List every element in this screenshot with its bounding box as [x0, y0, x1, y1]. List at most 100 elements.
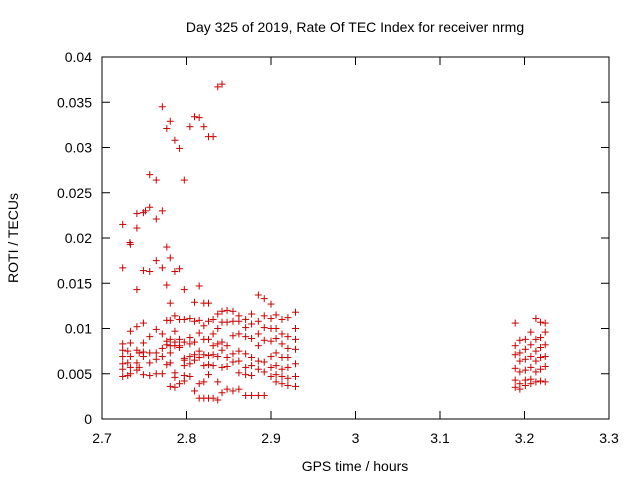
data-point: [541, 378, 549, 386]
data-point: [195, 114, 203, 122]
data-point: [135, 349, 143, 357]
data-point: [284, 353, 292, 361]
data-point: [278, 380, 286, 388]
data-point: [254, 317, 262, 325]
data-point: [119, 365, 127, 373]
data-point: [180, 338, 188, 346]
data-point: [195, 347, 203, 355]
data-point: [278, 330, 286, 338]
data-point: [204, 299, 212, 307]
data-point: [204, 335, 212, 343]
data-point: [223, 385, 231, 393]
data-point: [119, 346, 127, 354]
data-point: [267, 363, 275, 371]
data-point: [142, 207, 150, 215]
y-tick-label: 0.04: [65, 49, 92, 65]
x-tick-label: 3.2: [515, 430, 535, 446]
data-point: [209, 394, 217, 402]
data-point: [229, 307, 237, 315]
data-point: [272, 334, 280, 342]
data-point: [511, 376, 519, 384]
data-point: [200, 362, 208, 370]
data-point: [204, 371, 212, 379]
data-point: [541, 328, 549, 336]
data-point: [242, 324, 250, 332]
data-point: [195, 282, 203, 290]
data-point: [511, 383, 519, 391]
data-point: [119, 340, 127, 348]
data-point: [139, 353, 147, 361]
x-tick-label: 3.3: [599, 430, 619, 446]
data-point: [527, 341, 535, 349]
data-point: [191, 387, 199, 395]
data-point: [254, 342, 262, 350]
data-point: [214, 396, 222, 404]
data-point: [248, 334, 256, 342]
data-point: [133, 286, 141, 294]
data-point: [119, 353, 127, 361]
y-tick-label: 0.025: [57, 185, 92, 201]
data-point: [218, 363, 226, 371]
data-point: [191, 338, 199, 346]
data-point: [267, 353, 275, 361]
data-point: [209, 362, 217, 370]
data-point: [527, 353, 535, 361]
data-point: [260, 368, 268, 376]
data-point: [537, 377, 545, 385]
axis-ticks: 2.7 2.8 2.9 3 3.1 3.2 3.3 0 0.005 0.01 0.015 0.02 0.…: [57, 49, 619, 446]
data-point: [214, 378, 222, 386]
data-point: [119, 264, 127, 272]
data-point: [163, 124, 171, 132]
data-point: [235, 385, 243, 393]
data-point: [186, 353, 194, 361]
data-point: [235, 317, 243, 325]
data-point: [254, 391, 262, 399]
data-point: [200, 378, 208, 386]
y-tick-label: 0: [84, 411, 92, 427]
data-point: [176, 344, 184, 352]
data-point: [146, 359, 154, 367]
y-tick-label: 0.02: [65, 230, 92, 246]
data-point: [516, 336, 524, 344]
data-point: [242, 350, 250, 358]
data-point: [516, 385, 524, 393]
data-point: [158, 330, 166, 338]
data-point: [214, 353, 222, 361]
data-point: [209, 342, 217, 350]
data-point: [272, 349, 280, 357]
data-point: [152, 257, 160, 265]
data-point: [235, 357, 243, 365]
data-point: [292, 325, 300, 332]
data-point: [180, 377, 188, 385]
data-point: [532, 315, 540, 323]
data-point: [267, 315, 275, 323]
data-point: [260, 312, 268, 320]
data-point: [532, 335, 540, 343]
data-point: [119, 220, 127, 228]
data-point: [191, 298, 199, 306]
data-point: [248, 391, 256, 399]
data-point: [242, 315, 250, 323]
x-axis-label: GPS time / hours: [302, 458, 409, 474]
data-point: [242, 391, 250, 399]
data-point: [229, 387, 237, 395]
data-point: [214, 340, 222, 348]
data-point: [218, 346, 226, 354]
data-point: [223, 353, 231, 361]
x-tick-label: 2.7: [92, 430, 112, 446]
data-point: [126, 239, 134, 247]
data-point: [126, 339, 134, 347]
data-point: [214, 83, 222, 91]
data-point: [218, 389, 226, 397]
x-tick-label: 3: [352, 430, 360, 446]
data-point: [133, 224, 141, 232]
data-point: [126, 370, 134, 378]
data-point: [135, 363, 143, 371]
data-point: [166, 254, 174, 262]
data-point: [146, 171, 154, 179]
data-point: [119, 372, 127, 380]
data-point: [139, 267, 147, 275]
data-point: [278, 315, 286, 323]
data-point: [516, 368, 524, 376]
